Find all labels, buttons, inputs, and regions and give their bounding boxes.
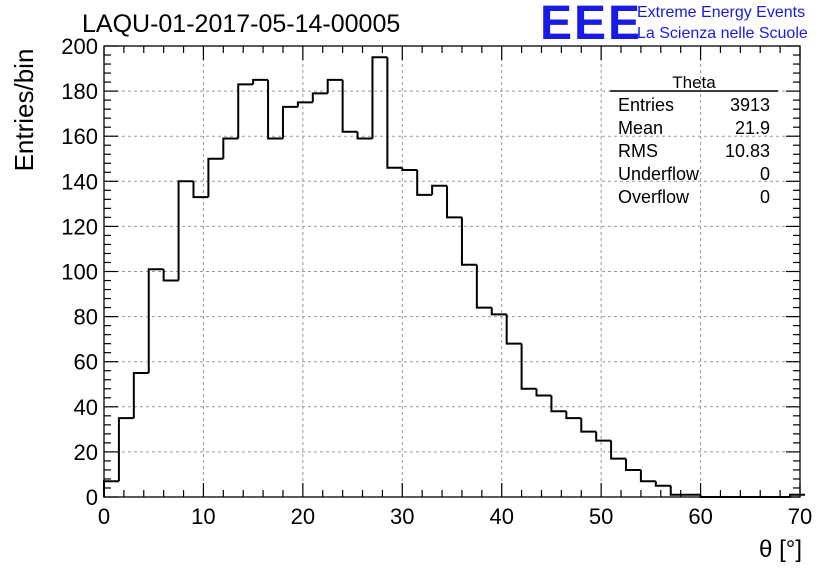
- histogram-bin: [192, 181, 209, 199]
- histogram-bin: [401, 167, 418, 172]
- histogram-bin: [386, 57, 403, 169]
- grid-lines: [104, 46, 800, 497]
- histogram-bin: [207, 157, 224, 198]
- eee-logo: EEE Extreme Energy Events La Scienza nel…: [540, 0, 836, 50]
- stats-row-label: Mean: [618, 118, 663, 138]
- histogram-bin: [117, 417, 134, 482]
- axis-ticks: [103, 45, 801, 498]
- histogram-bin: [103, 480, 119, 497]
- histogram-bin: [416, 170, 433, 196]
- histogram-bin: [237, 83, 254, 139]
- stats-row-label: Underflow: [618, 164, 700, 184]
- y-tick-label: 120: [61, 214, 98, 239]
- y-tick-label: 200: [61, 34, 98, 59]
- x-tick-label: 20: [291, 504, 315, 529]
- logo-text-line2: La Scienza nelle Scuole: [637, 25, 808, 42]
- histogram-bin: [446, 185, 462, 219]
- histogram-bin: [490, 307, 507, 316]
- y-tick-label: 140: [61, 169, 98, 194]
- histogram-series: [103, 56, 805, 498]
- histogram-bin: [475, 264, 492, 309]
- x-tick-label: 40: [489, 504, 513, 529]
- x-tick-label: 60: [688, 504, 712, 529]
- chart-title: LAQU-01-2017-05-14-00005: [82, 10, 401, 38]
- stats-row-value: 21.9: [735, 118, 770, 138]
- x-tick-label: 10: [191, 504, 215, 529]
- y-tick-label: 80: [74, 305, 98, 330]
- histogram-bin: [460, 217, 477, 266]
- histogram-bin: [371, 56, 388, 139]
- y-tick-label: 40: [74, 395, 98, 420]
- histogram-bin: [535, 388, 552, 397]
- histogram-bin: [281, 105, 298, 139]
- x-tick-label: 70: [788, 504, 812, 529]
- histogram-bin: [296, 101, 313, 107]
- histogram-bin: [252, 78, 269, 85]
- stats-row-label: RMS: [618, 141, 658, 161]
- stats-row-value: 10.83: [725, 141, 770, 161]
- histogram-bin: [147, 268, 164, 373]
- histogram-bin: [431, 184, 448, 195]
- histogram-bin: [654, 481, 671, 487]
- stats-box-rows: Entries 3913 Mean 21.9 RMS 10.83 Underflow 0 Ove…: [618, 95, 770, 207]
- histogram-bin: [565, 411, 582, 420]
- histogram-bin: [610, 440, 626, 460]
- y-axis-label: Entries/bin: [9, 49, 39, 172]
- eee-logo-mark: EEE: [540, 0, 643, 50]
- y-tick-label: 160: [61, 124, 98, 149]
- stats-row-value: 3913: [730, 95, 770, 115]
- y-tick-label: 0: [86, 485, 98, 510]
- stats-row-label: Entries: [618, 95, 674, 115]
- histogram-bin: [505, 314, 522, 345]
- histogram-bin: [222, 137, 239, 159]
- histogram-bin: [595, 431, 612, 442]
- histogram-bin: [625, 458, 641, 471]
- histogram-bin: [520, 343, 537, 390]
- stats-box: Theta Entries 3913 Mean 21.9 RMS 10.83 Underfl…: [610, 73, 778, 207]
- histogram-bin: [639, 469, 656, 483]
- histogram-bin: [550, 395, 567, 413]
- stats-row-value: 0: [760, 164, 770, 184]
- y-tick-label: 60: [74, 350, 98, 375]
- stats-box-title: Theta: [672, 73, 716, 92]
- stats-row-value: 0: [760, 187, 770, 207]
- histogram-bin: [341, 79, 358, 133]
- axis-tick-labels: 0 10 20 30 40 50 60 70 0 20 40 60 80 100 120 140 160 180 2…: [61, 34, 812, 529]
- histogram-bin: [669, 485, 686, 496]
- x-tick-label: 0: [98, 504, 110, 529]
- histogram-bin: [580, 418, 597, 433]
- y-tick-label: 100: [61, 260, 98, 285]
- histogram-bin: [311, 92, 328, 103]
- x-tick-label: 30: [390, 504, 414, 529]
- logo-text-line1: Extreme Energy Events: [637, 4, 806, 21]
- x-tick-label: 50: [589, 504, 613, 529]
- histogram-bin: [267, 79, 283, 140]
- histogram-bin: [177, 180, 194, 281]
- histogram-bin: [356, 131, 373, 140]
- histogram-bin: [326, 78, 343, 94]
- y-tick-label: 180: [61, 79, 98, 104]
- histogram-bin: [132, 371, 149, 419]
- stats-row-label: Overflow: [618, 187, 690, 207]
- histogram-bin: [162, 269, 179, 282]
- x-axis-label: θ [°]: [759, 536, 802, 563]
- y-tick-label: 20: [74, 440, 98, 465]
